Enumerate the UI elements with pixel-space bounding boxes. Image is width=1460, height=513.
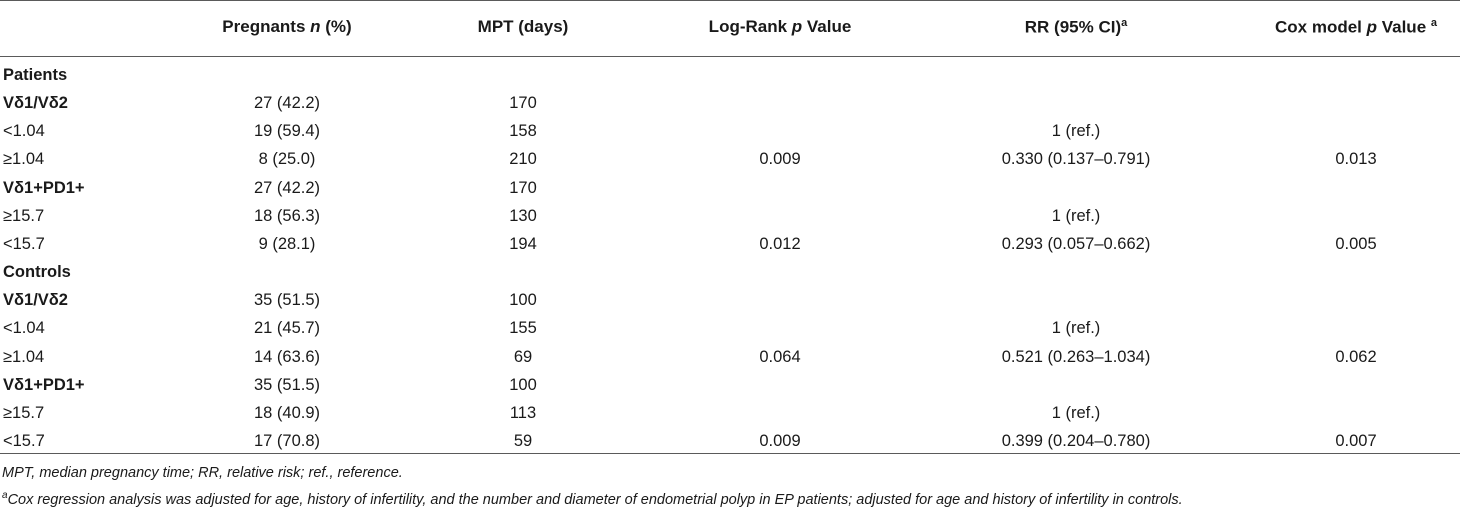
header-text: Pregnants bbox=[222, 17, 311, 36]
header-divider bbox=[0, 56, 1460, 57]
cell-cox: 0.007 bbox=[1335, 431, 1377, 450]
row-label: Vδ1/Vδ2 bbox=[3, 291, 68, 310]
table-row: Vδ1+PD1+ 35 (51.5) 100 bbox=[0, 372, 1460, 400]
row-label: <15.7 bbox=[3, 431, 45, 450]
table-row: Vδ1/Vδ2 35 (51.5) 100 bbox=[0, 287, 1460, 315]
cell-pregnants: 27 (42.2) bbox=[253, 178, 321, 197]
header-pregnants: Pregnants n (%) bbox=[222, 17, 351, 37]
header-text: RR (95% CI) bbox=[1024, 17, 1122, 37]
row-label: Vδ1+PD1+ bbox=[3, 375, 85, 394]
table-row: Controls bbox=[0, 259, 1460, 287]
cell-logrank: 0.009 bbox=[759, 431, 801, 450]
header-cox: Cox model p Value a bbox=[1275, 17, 1437, 38]
table-row: <1.04 19 (59.4) 158 1 (ref.) bbox=[0, 118, 1460, 146]
header-text: Cox model bbox=[1274, 17, 1367, 37]
cell-mpt: 194 bbox=[509, 234, 537, 253]
footnote-marker: a bbox=[2, 490, 8, 501]
row-label: ≥15.7 bbox=[3, 206, 45, 225]
cell-mpt: 113 bbox=[509, 403, 537, 422]
cell-logrank: 0.012 bbox=[759, 234, 801, 253]
cell-rr: 0.521 (0.263–1.034) bbox=[1001, 347, 1151, 366]
table-row: Patients bbox=[0, 62, 1460, 90]
header-text: Value bbox=[802, 17, 852, 36]
cell-mpt: 100 bbox=[509, 291, 537, 310]
cell-mpt: 158 bbox=[509, 122, 537, 141]
cell-logrank: 0.064 bbox=[759, 347, 801, 366]
table-row: ≥15.7 18 (40.9) 113 1 (ref.) bbox=[0, 400, 1460, 428]
header-italic: p bbox=[791, 17, 803, 36]
cell-rr: 1 (ref.) bbox=[1051, 319, 1101, 338]
table-row: <15.7 17 (70.8) 59 0.009 0.399 (0.204–0.780)… bbox=[0, 428, 1460, 456]
footnote-marker: a bbox=[1430, 17, 1438, 29]
cell-rr: 0.399 (0.204–0.780) bbox=[1001, 431, 1151, 450]
cell-rr: 1 (ref.) bbox=[1051, 122, 1101, 141]
cell-pregnants: 18 (56.3) bbox=[253, 206, 321, 225]
cell-mpt: 155 bbox=[509, 319, 537, 338]
header-text: Value bbox=[1377, 17, 1431, 37]
row-label: <1.04 bbox=[3, 319, 45, 338]
row-label: Vδ1+PD1+ bbox=[3, 178, 85, 197]
cell-cox: 0.013 bbox=[1335, 150, 1377, 169]
row-label: <15.7 bbox=[3, 234, 45, 253]
table-top-rule bbox=[0, 0, 1460, 1]
table-row: Vδ1/Vδ2 27 (42.2) 170 bbox=[0, 90, 1460, 118]
cell-pregnants: 35 (51.5) bbox=[253, 375, 321, 394]
cell-mpt: 130 bbox=[509, 206, 537, 225]
table-row: Vδ1+PD1+ 27 (42.2) 170 bbox=[0, 175, 1460, 203]
cell-rr: 1 (ref.) bbox=[1051, 403, 1101, 422]
header-logrank: Log-Rank p Value bbox=[709, 17, 852, 37]
row-label: Patients bbox=[3, 66, 68, 84]
table-row: ≥1.04 8 (25.0) 210 0.009 0.330 (0.137–0.791)… bbox=[0, 146, 1460, 174]
footnote-abbreviations: MPT, median pregnancy time; RR, relative… bbox=[2, 465, 403, 481]
cell-logrank: 0.009 bbox=[759, 150, 801, 169]
header-italic: p bbox=[1366, 17, 1378, 37]
cell-pregnants: 21 (45.7) bbox=[253, 319, 321, 338]
cell-pregnants: 35 (51.5) bbox=[253, 291, 321, 310]
row-label: ≥1.04 bbox=[3, 150, 45, 169]
cell-rr: 1 (ref.) bbox=[1051, 206, 1101, 225]
row-label: Vδ1/Vδ2 bbox=[3, 94, 68, 113]
cell-mpt: 170 bbox=[509, 178, 537, 197]
header-text: (%) bbox=[320, 17, 352, 36]
table-row: <15.7 9 (28.1) 194 0.012 0.293 (0.057–0.662)… bbox=[0, 231, 1460, 259]
table-row: <1.04 21 (45.7) 155 1 (ref.) bbox=[0, 315, 1460, 343]
cell-rr: 0.293 (0.057–0.662) bbox=[1001, 234, 1151, 253]
header-rr: RR (95% CI)a bbox=[1025, 17, 1127, 38]
cell-mpt: 210 bbox=[509, 150, 537, 169]
row-label: Controls bbox=[3, 263, 71, 281]
cell-pregnants: 8 (25.0) bbox=[258, 150, 316, 169]
header-text: MPT (days) bbox=[477, 17, 569, 36]
cell-pregnants: 27 (42.2) bbox=[253, 94, 321, 113]
cell-mpt: 100 bbox=[509, 375, 537, 394]
header-italic: n bbox=[310, 17, 321, 36]
cell-pregnants: 9 (28.1) bbox=[258, 234, 316, 253]
row-label: ≥1.04 bbox=[3, 347, 45, 366]
header-mpt: MPT (days) bbox=[478, 17, 569, 37]
cell-pregnants: 18 (40.9) bbox=[253, 403, 321, 422]
table-row: ≥15.7 18 (56.3) 130 1 (ref.) bbox=[0, 203, 1460, 231]
table-bottom-rule bbox=[0, 453, 1460, 454]
row-label: <1.04 bbox=[3, 122, 45, 141]
footnote-a: aCox regression analysis was adjusted fo… bbox=[2, 490, 1183, 508]
header-text: Log-Rank bbox=[708, 17, 792, 36]
cell-mpt: 59 bbox=[513, 431, 533, 450]
cell-pregnants: 19 (59.4) bbox=[253, 122, 321, 141]
row-label: ≥15.7 bbox=[3, 403, 45, 422]
cell-mpt: 69 bbox=[513, 347, 533, 366]
cell-cox: 0.062 bbox=[1335, 347, 1377, 366]
cell-cox: 0.005 bbox=[1335, 234, 1377, 253]
cell-pregnants: 17 (70.8) bbox=[253, 431, 321, 450]
cell-pregnants: 14 (63.6) bbox=[253, 347, 321, 366]
cell-mpt: 170 bbox=[509, 94, 537, 113]
table-row: ≥1.04 14 (63.6) 69 0.064 0.521 (0.263–1.034)… bbox=[0, 344, 1460, 372]
cell-rr: 0.330 (0.137–0.791) bbox=[1001, 150, 1151, 169]
footnote-marker: a bbox=[1121, 17, 1128, 29]
footnote-text: Cox regression analysis was adjusted for… bbox=[7, 491, 1183, 508]
